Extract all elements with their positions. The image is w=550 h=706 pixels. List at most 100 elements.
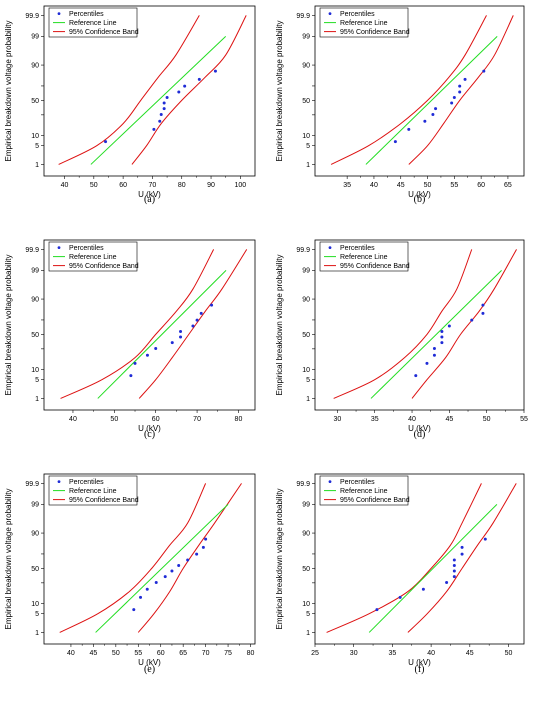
x-tick-label: 30 xyxy=(333,416,341,423)
panel-caption: (f) xyxy=(415,664,425,675)
percentile-point xyxy=(445,581,449,585)
y-tick-label: 99.9 xyxy=(25,13,39,20)
percentile-point xyxy=(432,347,436,351)
y-tick-label: 10 xyxy=(31,601,39,608)
percentile-point xyxy=(177,90,181,94)
percentile-point xyxy=(452,575,456,579)
x-tick-label: 70 xyxy=(193,416,201,423)
percentile-point xyxy=(458,84,462,88)
y-tick-label: 5 xyxy=(306,611,310,618)
percentile-point xyxy=(195,318,199,322)
percentile-point xyxy=(483,537,487,541)
percentile-point xyxy=(104,140,108,144)
legend-label: Reference Line xyxy=(69,254,117,261)
y-tick-label: 1 xyxy=(306,396,310,403)
percentile-point xyxy=(199,311,203,315)
percentile-point xyxy=(481,303,485,307)
percentile-point xyxy=(458,90,462,94)
chart-panel: 40 45 50 55 60 65 70 75 80 1 5 10 50 90 99 99.9 U (kV) Em… xyxy=(4,473,256,675)
confidence-band-left xyxy=(326,483,482,633)
plot-area xyxy=(60,249,248,399)
plot-area xyxy=(58,15,247,165)
y-axis-title: Empirical breakdown voltage probability xyxy=(4,21,13,162)
y-tick-label: 99 xyxy=(31,34,39,41)
y-axis-title: Empirical breakdown voltage probability xyxy=(275,255,284,396)
legend-label: 95% Confidence Band xyxy=(69,497,139,504)
y-tick-label: 90 xyxy=(302,530,310,537)
legend-point-marker xyxy=(328,480,332,483)
y-tick-label: 90 xyxy=(31,62,39,69)
legend-label: Percentiles xyxy=(340,479,375,486)
x-tick-label: 50 xyxy=(112,650,120,657)
percentile-point xyxy=(452,569,456,573)
percentile-point xyxy=(213,69,217,73)
legend-point-marker xyxy=(328,12,332,16)
x-tick-label: 45 xyxy=(397,182,405,189)
y-tick-label: 99.9 xyxy=(296,481,310,488)
percentile-point xyxy=(463,77,467,81)
y-tick-label: 50 xyxy=(31,566,39,573)
percentile-point xyxy=(133,361,137,365)
x-axis-title: U (kV) xyxy=(138,424,161,433)
x-tick-label: 60 xyxy=(152,416,160,423)
x-tick-label: 80 xyxy=(247,650,255,657)
legend-label: Reference Line xyxy=(340,488,388,495)
percentile-point xyxy=(191,324,195,328)
y-tick-label: 5 xyxy=(35,611,39,618)
legend-label: 95% Confidence Band xyxy=(340,29,410,36)
reference-line xyxy=(97,269,227,399)
y-tick-label: 1 xyxy=(35,630,39,637)
y-tick-label: 90 xyxy=(302,62,310,69)
x-tick-label: 60 xyxy=(477,182,485,189)
x-tick-label: 60 xyxy=(157,650,165,657)
y-axis-title: Empirical breakdown voltage probability xyxy=(275,21,284,162)
confidence-band-right xyxy=(138,249,248,399)
percentile-point xyxy=(440,341,444,345)
percentile-point xyxy=(139,595,143,599)
y-tick-label: 99.9 xyxy=(25,247,39,254)
x-tick-label: 40 xyxy=(408,416,416,423)
percentile-point xyxy=(204,537,208,541)
chart-panel: 35 40 45 50 55 60 65 1 5 10 50 90 99 99.9 U (kV) Empiri… xyxy=(275,5,525,205)
chart-panel: 25 30 35 40 45 50 1 5 10 50 90 99 99.9 U (kV) Empirica… xyxy=(275,473,525,675)
x-tick-label: 40 xyxy=(61,182,69,189)
x-tick-label: 60 xyxy=(119,182,127,189)
percentile-point xyxy=(129,374,133,378)
confidence-band-left xyxy=(330,15,487,165)
legend-point-marker xyxy=(57,12,61,16)
x-tick-label: 45 xyxy=(445,416,453,423)
x-tick-label: 55 xyxy=(134,650,142,657)
percentile-point xyxy=(145,587,149,591)
reference-line xyxy=(365,35,498,165)
percentile-point xyxy=(179,330,183,334)
legend-label: 95% Confidence Band xyxy=(340,263,410,270)
y-tick-label: 1 xyxy=(35,396,39,403)
percentile-point xyxy=(210,303,214,307)
legend-label: Reference Line xyxy=(69,20,117,27)
legend-label: Percentiles xyxy=(69,245,104,252)
y-tick-label: 10 xyxy=(302,133,310,140)
legend: Percentiles Reference Line 95% Confidence … xyxy=(48,241,139,272)
y-tick-label: 1 xyxy=(306,162,310,169)
y-tick-label: 99 xyxy=(302,268,310,275)
percentile-point xyxy=(186,558,190,562)
x-tick-label: 75 xyxy=(224,650,232,657)
percentile-point xyxy=(158,119,162,123)
y-tick-label: 90 xyxy=(302,296,310,303)
confidence-band-left xyxy=(333,249,473,399)
x-tick-label: 35 xyxy=(371,416,379,423)
x-tick-label: 80 xyxy=(235,416,243,423)
percentile-point xyxy=(421,587,425,591)
legend-point-marker xyxy=(57,246,61,250)
percentile-point xyxy=(195,552,199,556)
percentile-point xyxy=(460,552,464,556)
percentile-point xyxy=(482,69,486,73)
percentile-point xyxy=(452,96,456,100)
y-axis-title: Empirical breakdown voltage probability xyxy=(275,489,284,630)
chart-panel: 30 35 40 45 50 55 1 5 10 50 90 99 99.9 U (kV) Empirica… xyxy=(275,239,528,440)
legend-label: Percentiles xyxy=(340,245,375,252)
percentile-point xyxy=(152,127,156,131)
legend: Percentiles Reference Line 95% Confidence … xyxy=(48,475,139,506)
percentile-point xyxy=(432,353,436,357)
y-tick-label: 50 xyxy=(31,98,39,105)
